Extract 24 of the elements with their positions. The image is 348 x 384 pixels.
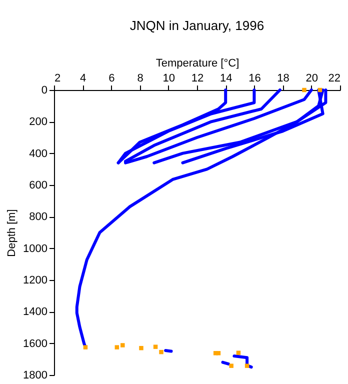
y-tick-label: 600 [29, 180, 48, 192]
x-tick-label: 4 [80, 72, 86, 84]
x-axis-title: Temperature [°C] [156, 58, 240, 70]
x-tick-label: 12 [191, 72, 204, 84]
x-tick-label: 18 [277, 72, 290, 84]
y-tick-label: 400 [29, 148, 48, 160]
y-tick-label: 1200 [23, 274, 48, 286]
y-tick-label: 1600 [23, 338, 48, 350]
x-tick-label: 8 [137, 72, 144, 84]
x-tick-label: 20 [306, 72, 318, 84]
x-tick-label: 22 [328, 72, 340, 84]
y-tick-label: 1000 [23, 242, 48, 255]
y-tick-label: 1800 [23, 370, 48, 382]
x-tick-label: 14 [220, 72, 232, 84]
x-tick-label: 2 [54, 72, 61, 84]
x-tick-label: 6 [108, 72, 115, 84]
y-tick-label: 1400 [23, 306, 48, 318]
y-tick-label: 0 [41, 84, 48, 96]
x-tick-label: 10 [162, 72, 176, 84]
y-tick-label: 800 [29, 211, 48, 224]
y-tick-label: 200 [29, 116, 48, 128]
x-tick-label: 16 [248, 72, 261, 84]
y-axis-title: Depth [m] [6, 209, 18, 257]
chart-title: JNQN in January, 1996 [130, 18, 264, 33]
